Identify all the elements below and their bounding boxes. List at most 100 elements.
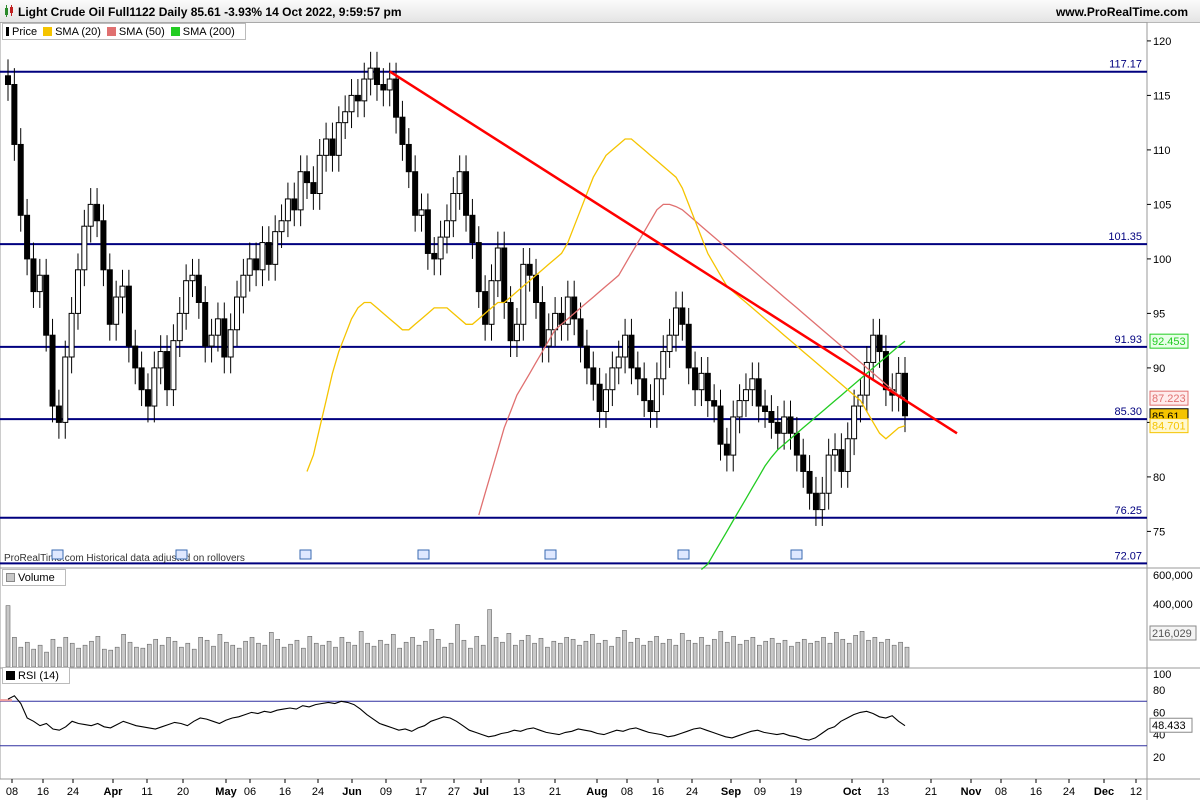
- volume-bar: [840, 638, 846, 668]
- volume-bar: [519, 639, 525, 668]
- candle: [272, 231, 279, 265]
- candle: [520, 263, 527, 325]
- candle: [806, 470, 813, 494]
- candle: [564, 296, 571, 325]
- candle: [399, 116, 406, 145]
- volume-bar: [596, 642, 602, 668]
- volume-bar: [18, 646, 24, 668]
- candle: [412, 171, 419, 216]
- legend-item-rsi[interactable]: RSI (14): [6, 670, 59, 682]
- legend-item-sma50[interactable]: SMA (50): [106, 25, 165, 38]
- volume-bar: [879, 641, 884, 668]
- candle: [832, 449, 839, 456]
- candle: [717, 405, 724, 445]
- volume-bar: [307, 636, 313, 668]
- candle: [800, 454, 807, 472]
- chart-area[interactable]: 7580859095100105110115120117.17101.3591.…: [0, 22, 1200, 800]
- candle: [774, 421, 781, 434]
- x-tick-label: 20: [177, 786, 189, 798]
- volume-bar: [686, 639, 691, 668]
- volume-bar: [44, 651, 49, 668]
- legend-item-sma20[interactable]: SMA (20): [43, 26, 101, 38]
- volume-bar: [480, 644, 486, 668]
- candle: [195, 274, 202, 303]
- volume-last-label: 216,029: [1152, 628, 1192, 640]
- volume-bar: [333, 646, 338, 668]
- x-tick-label: 21: [549, 786, 561, 798]
- volume-bar: [191, 648, 197, 668]
- volume-legend: Volume: [2, 569, 66, 586]
- value-label-sma50: 87.223: [1152, 393, 1186, 405]
- legend-label: SMA (50): [118, 25, 165, 38]
- volume-bar: [301, 647, 306, 668]
- volume-bar: [429, 629, 435, 668]
- candle: [361, 78, 368, 102]
- volume-bar: [262, 644, 268, 668]
- volume-bar: [744, 639, 749, 668]
- x-tick-label: 12: [1130, 786, 1142, 798]
- legend-swatch: [170, 27, 180, 36]
- volume-value-box: [1149, 625, 1197, 641]
- candle: [838, 449, 845, 472]
- volume-bar: [416, 644, 422, 668]
- candle: [323, 138, 330, 156]
- candle: [176, 312, 183, 342]
- volume-bar: [577, 644, 582, 668]
- candle: [11, 84, 18, 145]
- legend-label: RSI (14): [18, 669, 59, 682]
- rsi-overbought-fill: [0, 699, 12, 702]
- candle: [742, 389, 749, 402]
- candle: [577, 318, 584, 347]
- legend-item-sma200[interactable]: SMA (200): [170, 26, 235, 38]
- volume-bar: [358, 631, 364, 668]
- legend-item-price[interactable]: Price: [6, 26, 37, 38]
- x-tick-label: 16: [279, 786, 291, 798]
- candle: [622, 334, 629, 358]
- volume-bar: [769, 637, 775, 668]
- volume-bar: [268, 632, 274, 668]
- y-tick-label: 115: [1153, 90, 1171, 102]
- candle: [125, 285, 132, 347]
- volume-bar: [365, 642, 370, 668]
- volume-bar: [384, 643, 390, 668]
- x-tick-label: 13: [877, 786, 889, 798]
- volume-bar: [95, 636, 101, 668]
- volume-bar: [853, 635, 858, 668]
- candle: [310, 182, 317, 195]
- volume-bar: [814, 640, 820, 668]
- candle: [450, 193, 457, 222]
- volume-bar: [390, 634, 396, 668]
- volume-bar: [140, 647, 146, 668]
- volume-bar: [724, 641, 730, 668]
- volume-bar: [885, 638, 891, 668]
- rsi-legend: RSI (14): [2, 667, 70, 684]
- volume-bar: [346, 641, 351, 668]
- rsi-last-label: 48.433: [1152, 720, 1186, 732]
- volume-bar: [82, 644, 88, 668]
- legend-item-volume[interactable]: Volume: [6, 572, 55, 584]
- candle: [240, 274, 247, 298]
- volume-bar: [821, 636, 826, 668]
- sma20-line: [306, 138, 906, 472]
- x-tick-label: 08: [995, 786, 1007, 798]
- volume-bar: [590, 634, 595, 668]
- y-tick-label: 75: [1153, 526, 1165, 538]
- candle: [5, 75, 11, 85]
- level-label: 117.17: [1109, 59, 1142, 71]
- x-tick-label: May: [215, 786, 237, 798]
- data-note: ProRealTime.com Historical data adjusted…: [4, 553, 245, 564]
- sma200-line: [700, 340, 906, 570]
- x-tick-label: 16: [1030, 786, 1042, 798]
- candle: [634, 367, 641, 380]
- volume-bar: [121, 634, 126, 668]
- candle: [234, 296, 241, 331]
- volume-bar: [159, 644, 165, 668]
- candle: [304, 171, 310, 184]
- rollover-icon: [175, 549, 188, 560]
- candle: [291, 198, 298, 211]
- candle: [68, 312, 75, 358]
- volume-bar: [538, 637, 544, 668]
- volume-bar: [782, 639, 788, 668]
- title-bar: Light Crude Oil Full1122 Daily 85.61 -3.…: [0, 0, 1200, 23]
- volume-bar: [378, 639, 383, 668]
